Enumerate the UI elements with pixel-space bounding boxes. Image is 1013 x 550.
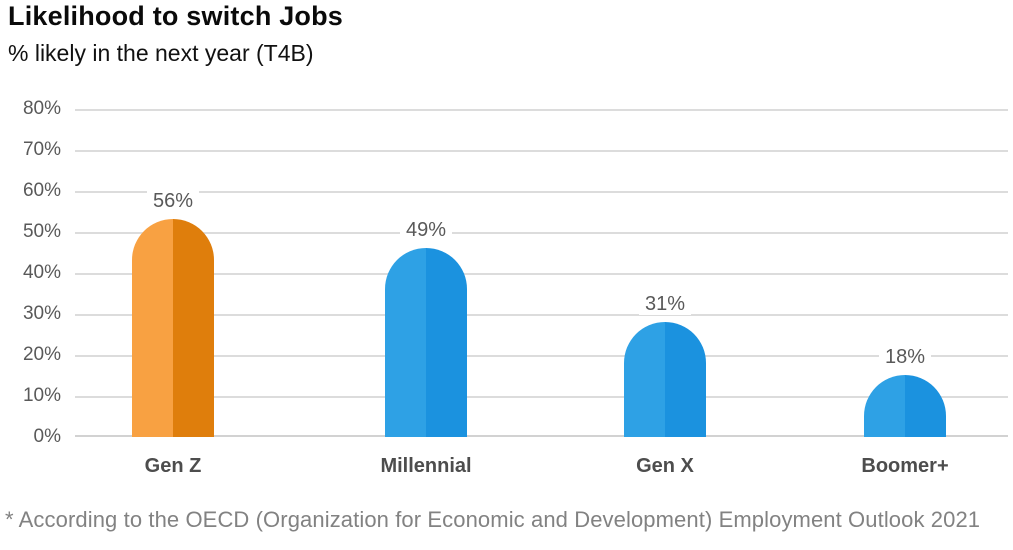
y-tick-label: 60%: [22, 180, 61, 201]
category-label: Millennial: [380, 455, 472, 477]
bar-boomer-: [864, 375, 946, 437]
y-tick-label: 30%: [22, 303, 61, 324]
bar-value-label: 49%: [399, 219, 453, 242]
chart-subtitle: % likely in the next year (T4B): [8, 40, 314, 66]
bar-group: 49%: [385, 219, 467, 437]
bar-group: 18%: [864, 346, 946, 437]
y-tick-label: 50%: [22, 221, 61, 242]
gridline: [75, 109, 1008, 111]
bar-value-label: 56%: [146, 190, 200, 213]
bar-group: 31%: [624, 292, 706, 437]
gridline: [75, 355, 1008, 357]
chart-title: Likelihood to switch Jobs: [8, 1, 344, 31]
bar-value-label: 31%: [638, 292, 692, 315]
y-tick-label: 40%: [22, 262, 61, 283]
bar-gen-x: [624, 321, 706, 437]
y-tick-label: 20%: [22, 344, 61, 365]
gridline: [75, 396, 1008, 398]
gridline: [75, 314, 1008, 316]
x-axis-line: [75, 435, 1008, 437]
gridline: [75, 273, 1008, 275]
bar-gen-z: [132, 219, 214, 437]
category-label: Gen X: [636, 455, 694, 477]
plot-area: 80% 70% 60% 50% 40% 30% 20% 10% 0% 56% 49% 31% 18%: [23, 98, 1008, 447]
bar-millennial: [385, 248, 467, 437]
category-label: Boomer+: [861, 455, 949, 477]
footnote: * According to the OECD (Organization fo…: [5, 507, 981, 532]
gridline: [75, 150, 1008, 152]
y-tick-label: 70%: [22, 139, 61, 160]
bar-value-label: 18%: [878, 346, 932, 369]
y-tick-label: 10%: [22, 385, 61, 406]
bar-group: 56%: [132, 190, 214, 437]
category-label: Gen Z: [144, 455, 202, 477]
y-tick-label: 0%: [33, 426, 61, 447]
gridline: [75, 232, 1008, 234]
gridline: [75, 191, 1008, 193]
y-tick-label: 80%: [22, 98, 61, 119]
